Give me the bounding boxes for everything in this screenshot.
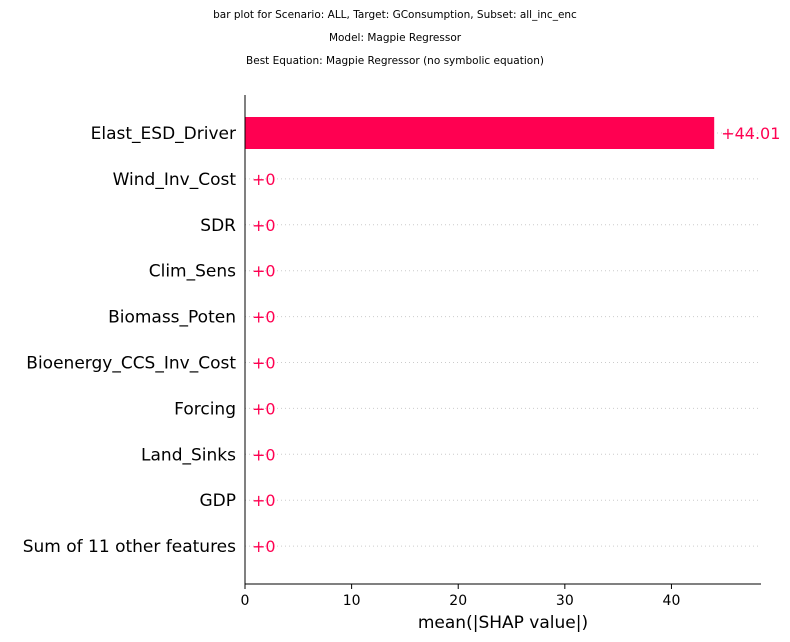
chart-title: bar plot for Scenario: ALL, Target: GCon… — [213, 9, 577, 21]
value-labels: +44.01 +0 +0 +0 +0 +0 +0 +0 +0 +0 — [252, 124, 780, 556]
value-label: +0 — [252, 170, 276, 189]
feature-label: Sum of 11 other features — [23, 537, 236, 557]
feature-label: SDR — [200, 216, 236, 236]
feature-label: Elast_ESD_Driver — [91, 124, 236, 144]
value-label: +0 — [252, 216, 276, 235]
value-label: +0 — [252, 354, 276, 373]
value-label: +0 — [252, 445, 276, 464]
x-tick-label: 0 — [241, 593, 250, 609]
feature-label: Bioenergy_CCS_Inv_Cost — [26, 354, 236, 374]
feature-label: Wind_Inv_Cost — [113, 170, 237, 190]
value-label: +0 — [252, 491, 276, 510]
feature-label: Biomass_Poten — [108, 308, 236, 328]
feature-label: Land_Sinks — [141, 445, 236, 465]
x-tick-label: 30 — [556, 593, 574, 609]
feature-label: GDP — [199, 491, 236, 511]
x-axis-ticks: 0 10 20 30 40 — [241, 584, 681, 609]
feature-label: Clim_Sens — [149, 262, 236, 282]
value-label: +44.01 — [721, 124, 780, 143]
feature-labels: Elast_ESD_Driver Wind_Inv_Cost SDR Clim_Sen… — [23, 124, 237, 557]
value-label: +0 — [252, 399, 276, 418]
value-label: +0 — [252, 308, 276, 327]
x-tick-label: 20 — [449, 593, 467, 609]
feature-label: Forcing — [174, 399, 236, 419]
x-axis-label: mean(|SHAP value|) — [418, 613, 588, 633]
chart-subtitle-equation: Best Equation: Magpie Regressor (no symb… — [246, 55, 544, 67]
bar — [245, 117, 715, 149]
chart-subtitle-model: Model: Magpie Regressor — [328, 32, 462, 44]
value-label: +0 — [252, 537, 276, 556]
x-tick-label: 10 — [343, 593, 361, 609]
bars — [245, 117, 715, 149]
x-tick-label: 40 — [663, 593, 681, 609]
value-label: +0 — [252, 262, 276, 281]
row-guides — [245, 132, 761, 547]
